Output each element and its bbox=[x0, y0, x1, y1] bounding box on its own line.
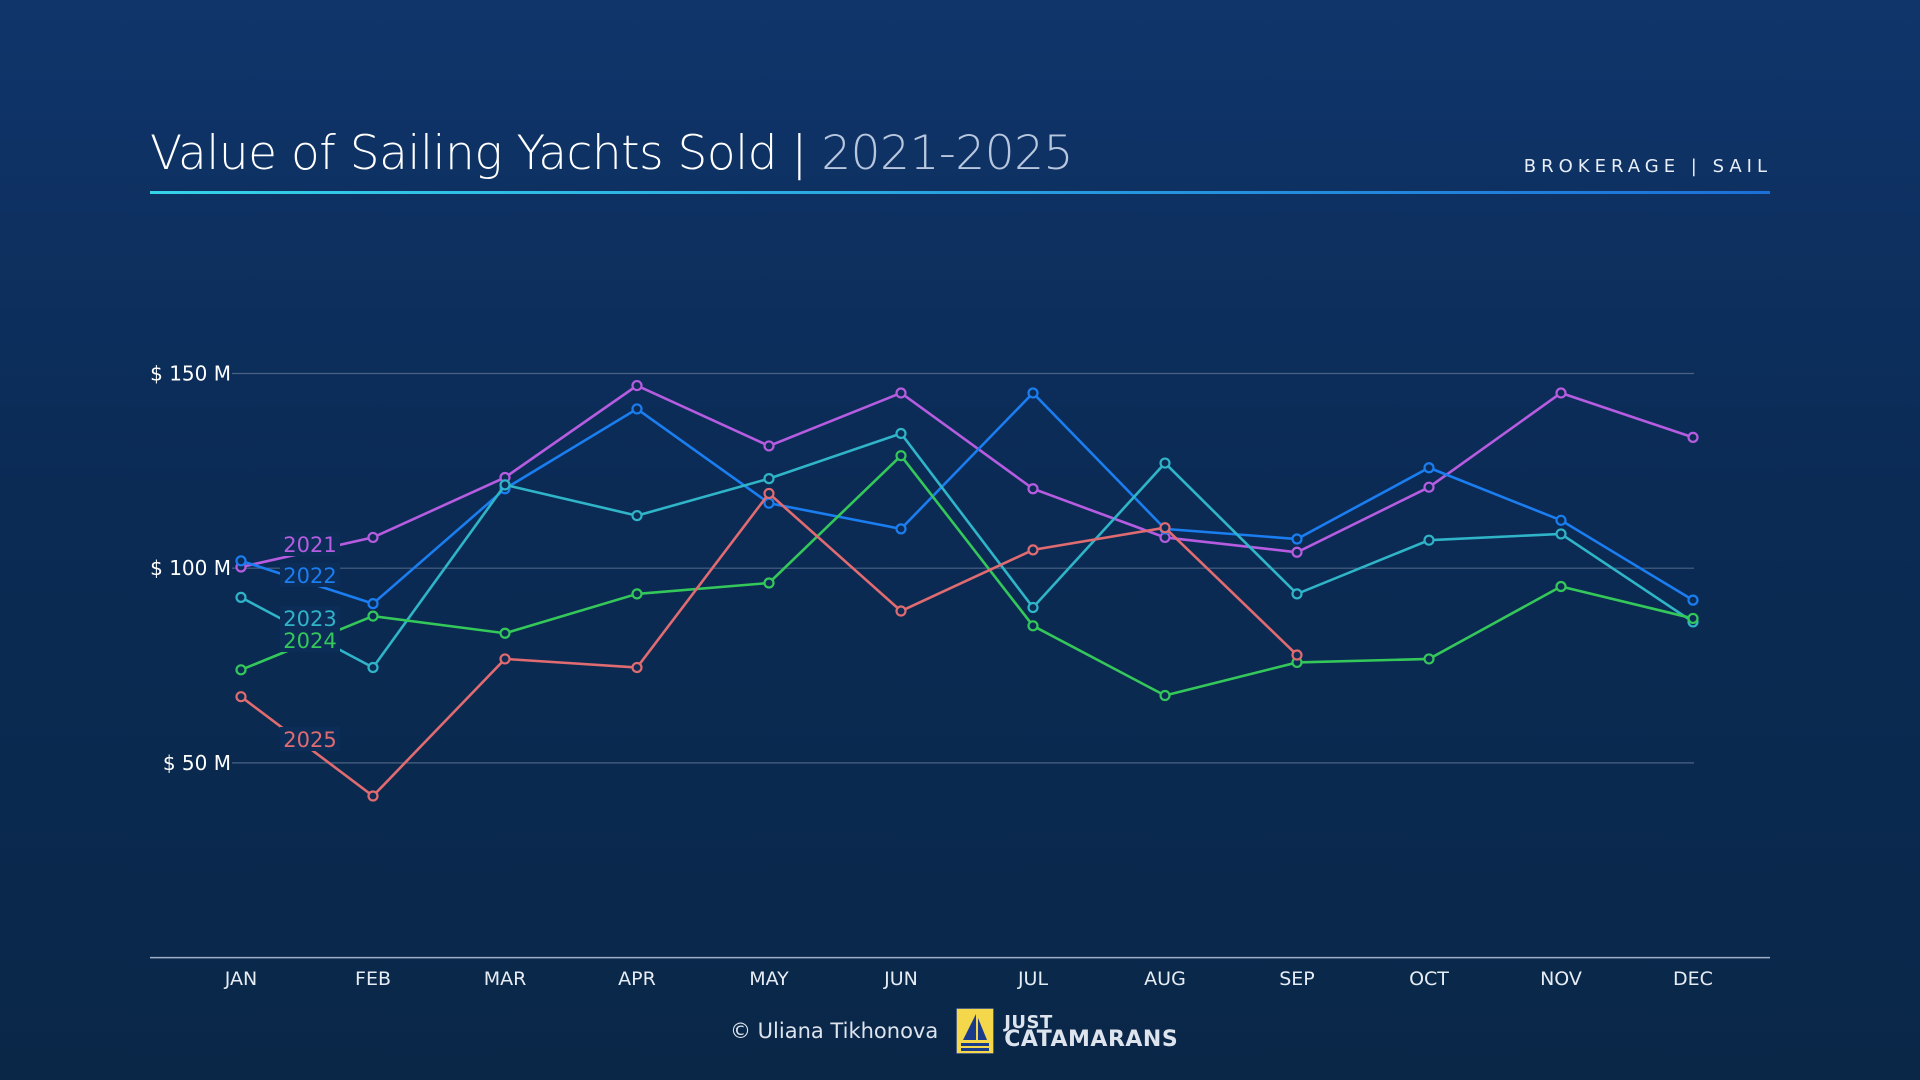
credit: © Uliana Tikhonova bbox=[730, 1019, 939, 1043]
x-tick-label: NOV bbox=[1540, 968, 1582, 990]
data-point-2024 bbox=[499, 627, 511, 639]
x-tick-label: FEB bbox=[355, 968, 391, 990]
logo-line1: JUST bbox=[1004, 1012, 1053, 1033]
data-point-2022 bbox=[1687, 594, 1699, 606]
title-main: Value of Sailing Yachts Sold | bbox=[150, 126, 807, 181]
series-label-bg bbox=[280, 563, 340, 587]
series-line-2021 bbox=[240, 384, 1694, 569]
data-point-2022 bbox=[631, 403, 643, 415]
data-point-2025 bbox=[1291, 649, 1303, 661]
x-tick-label: APR bbox=[618, 968, 656, 990]
data-point-2022 bbox=[763, 497, 775, 509]
series-label-2023: 2023 bbox=[283, 607, 336, 631]
data-point-2022 bbox=[1291, 533, 1303, 545]
data-point-2024 bbox=[1159, 689, 1171, 702]
series-label-2025: 2025 bbox=[283, 728, 336, 752]
series-label-2022: 2022 bbox=[283, 564, 336, 588]
data-point-2024 bbox=[1555, 580, 1567, 593]
data-point-2025 bbox=[1159, 522, 1171, 534]
data-point-2023 bbox=[367, 661, 379, 674]
data-point-2022 bbox=[367, 598, 379, 610]
data-point-2021 bbox=[1291, 546, 1303, 558]
x-tick-label: JUN bbox=[883, 968, 918, 990]
series-line-2022 bbox=[240, 391, 1694, 606]
x-tick-label: DEC bbox=[1673, 968, 1713, 990]
data-point-2024 bbox=[367, 610, 379, 622]
footer: © Uliana Tikhonova JUST CATAMARANS bbox=[730, 1008, 1178, 1054]
y-tick-label: $ 100 M bbox=[150, 556, 231, 580]
data-point-2023 bbox=[1423, 534, 1435, 546]
data-point-2023 bbox=[1555, 528, 1567, 540]
data-point-2021 bbox=[631, 379, 643, 392]
data-point-2022 bbox=[235, 555, 247, 567]
data-point-2024 bbox=[895, 450, 907, 462]
sailboat-icon bbox=[956, 1008, 995, 1054]
title-rule bbox=[150, 191, 1770, 194]
data-point-2023 bbox=[895, 427, 907, 440]
y-tick-label: $ 150 M bbox=[150, 362, 231, 386]
series-line-2023 bbox=[240, 431, 1694, 670]
just-catamarans-logo: JUST CATAMARANS bbox=[956, 1008, 1178, 1054]
data-point-2021 bbox=[1687, 431, 1699, 443]
data-point-2023 bbox=[1027, 601, 1039, 614]
logo-line2: CATAMARANS bbox=[1004, 1027, 1179, 1052]
data-point-2022 bbox=[895, 523, 907, 535]
data-point-2021 bbox=[367, 531, 379, 544]
data-point-2021 bbox=[1423, 481, 1435, 493]
x-tick-label: JAN bbox=[224, 968, 257, 990]
series-label-2024: 2024 bbox=[283, 629, 336, 653]
y-tick-label: $ 50 M bbox=[163, 751, 231, 775]
data-point-2021 bbox=[763, 440, 775, 452]
chart-title: Value of Sailing Yachts Sold | 2021-2025 bbox=[150, 126, 1073, 181]
data-point-2025 bbox=[631, 661, 643, 674]
data-point-2023 bbox=[499, 479, 511, 491]
series-label-bg bbox=[280, 628, 340, 652]
x-tick-label: JUL bbox=[1017, 968, 1049, 990]
data-point-2025 bbox=[235, 691, 247, 703]
data-point-2024 bbox=[1027, 620, 1039, 632]
data-point-2023 bbox=[763, 473, 775, 485]
x-tick-label: MAY bbox=[749, 968, 789, 990]
data-point-2021 bbox=[1027, 483, 1039, 495]
category-tag: BROKERAGE | SAIL bbox=[1523, 156, 1772, 177]
data-point-2025 bbox=[895, 605, 907, 617]
data-point-2025 bbox=[1027, 544, 1039, 556]
data-point-2025 bbox=[367, 790, 379, 802]
data-point-2024 bbox=[235, 664, 247, 676]
title-years: 2021-2025 bbox=[821, 126, 1073, 181]
x-tick-label: OCT bbox=[1409, 968, 1449, 990]
data-point-2024 bbox=[763, 577, 775, 589]
series-line-2025 bbox=[240, 491, 1298, 798]
series-label-bg bbox=[280, 727, 340, 751]
series-label-2021: 2021 bbox=[283, 533, 336, 557]
data-point-2022 bbox=[1027, 387, 1039, 399]
data-point-2023 bbox=[631, 510, 643, 522]
data-point-2024 bbox=[631, 588, 643, 600]
x-tick-label: SEP bbox=[1279, 968, 1315, 990]
x-tick-label: MAR bbox=[484, 968, 527, 990]
series-label-bg bbox=[280, 606, 340, 630]
series-label-bg bbox=[280, 532, 340, 556]
data-point-2021 bbox=[895, 387, 907, 399]
series-line-2024 bbox=[240, 453, 1694, 697]
data-point-2023 bbox=[1291, 588, 1303, 600]
data-point-2024 bbox=[1687, 612, 1699, 625]
data-point-2023 bbox=[235, 591, 247, 604]
data-point-2024 bbox=[1423, 653, 1435, 665]
data-point-2023 bbox=[1159, 457, 1171, 469]
x-tick-label: AUG bbox=[1144, 968, 1186, 990]
data-point-2025 bbox=[499, 653, 511, 665]
data-point-2022 bbox=[1555, 514, 1567, 526]
data-point-2025 bbox=[763, 487, 775, 500]
data-point-2021 bbox=[1555, 387, 1567, 399]
data-point-2022 bbox=[1423, 462, 1435, 474]
